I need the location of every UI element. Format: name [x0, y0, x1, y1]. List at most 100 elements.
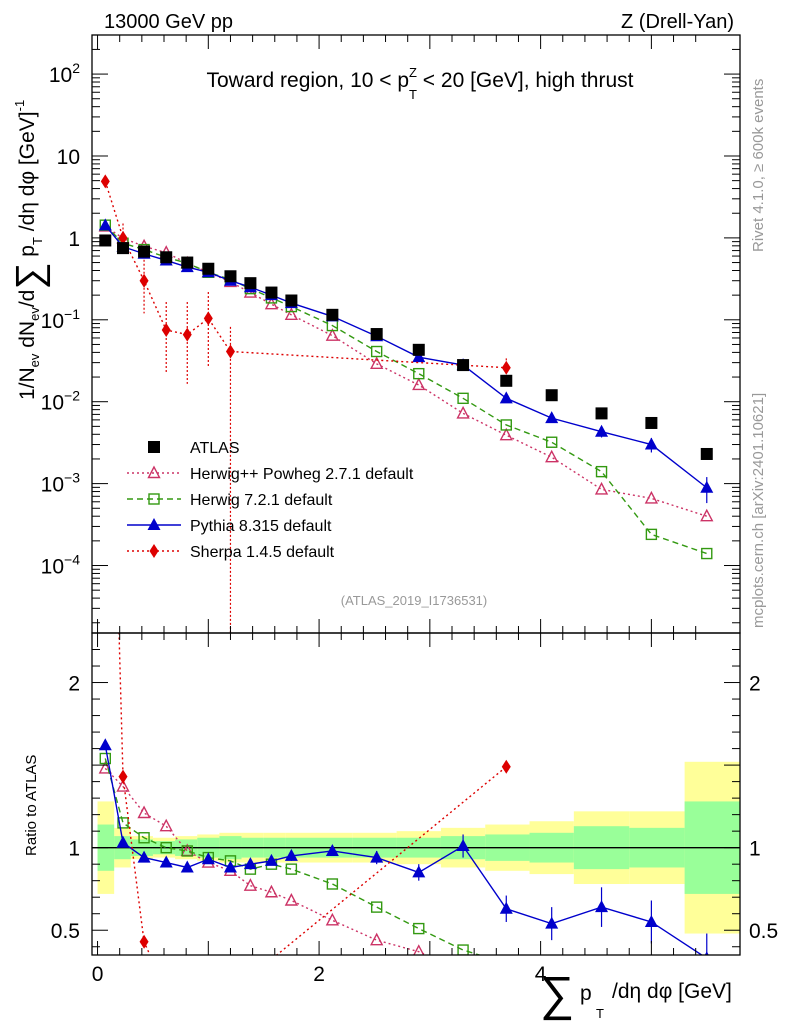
point-herwig-0	[370, 356, 384, 370]
ratio-point-herwig-0	[159, 818, 173, 832]
x-tick-label: 2	[313, 963, 325, 986]
point-herwig-1	[413, 367, 425, 380]
ratio-uncertainty-bands	[92, 761, 740, 934]
point-sherpa-3	[161, 323, 171, 338]
rivet-version-text: Rivet 4.1.0, ≥ 600k events	[750, 79, 767, 252]
y-tick-label: 10−2	[41, 388, 81, 415]
ratio-point-sherpa-3	[162, 984, 171, 998]
ratio-point-herwig-0	[284, 892, 299, 906]
y-tick-label: 1	[68, 228, 80, 251]
point-herwig-1	[370, 345, 383, 358]
atlas-data-point	[370, 328, 383, 341]
ratio-point-herwig-0	[370, 932, 384, 946]
ratio-point-sherpa-3	[204, 965, 213, 979]
ratio-point-pythia-2	[201, 852, 215, 865]
point-herwig-0	[594, 481, 609, 495]
svg-text:p: p	[580, 982, 592, 1005]
header-energy: 13000 GeV pp	[104, 11, 233, 33]
atlas-data-point	[160, 251, 173, 264]
ratio-point-herwig-1	[285, 863, 298, 875]
atlas-data-point	[138, 245, 151, 258]
legend-marker	[148, 493, 160, 505]
ratio-point-pythia-2	[644, 914, 658, 927]
atlas-data-point	[244, 277, 257, 290]
ratio-point-herwig-0	[243, 878, 258, 891]
point-herwig-0	[456, 405, 470, 419]
point-herwig-1	[701, 547, 713, 560]
point-herwig-0	[700, 508, 714, 522]
ratio-point-pythia-2	[456, 839, 470, 852]
ratio-point-pythia-2	[412, 865, 426, 878]
legend-marker	[147, 465, 161, 479]
point-herwig-0	[644, 490, 659, 504]
ratio-point-herwig-1	[501, 958, 511, 968]
atlas-data-point	[545, 389, 558, 402]
ratio-point-herwig-0	[116, 779, 130, 792]
atlas-data-point	[457, 359, 470, 372]
ratio-point-pythia-2	[499, 901, 513, 914]
ratio-point-sherpa-3	[139, 934, 149, 949]
ratio-point-herwig-0	[325, 912, 340, 926]
ratio-tick-label-left: 1	[68, 838, 80, 861]
ratio-point-pythia-2	[98, 738, 112, 751]
ratio-point-herwig-0	[501, 970, 512, 981]
ratio-point-sherpa-3	[101, 131, 110, 145]
ratio-tick-label-left: 2	[68, 673, 80, 696]
ratio-point-herwig-1	[370, 901, 383, 913]
legend-entry: Pythia 8.315 default	[127, 518, 332, 535]
point-herwig-0	[412, 377, 426, 391]
svg-text:∑: ∑	[540, 968, 574, 1021]
y-tick-label: 10	[57, 146, 80, 169]
ratio-point-herwig-0	[596, 987, 607, 998]
legend-entry: ATLAS	[148, 440, 240, 457]
legend-label: Pythia 8.315 default	[190, 518, 332, 535]
ratio-point-pythia-2	[545, 916, 559, 929]
x-tick-label: 0	[92, 963, 104, 986]
ratio-point-herwig-1	[117, 817, 129, 829]
point-herwig-1	[595, 465, 608, 478]
ratio-point-pythia-2	[223, 860, 237, 873]
atlas-data-point	[202, 262, 215, 275]
atlas-data-point	[224, 270, 237, 283]
legend: ATLAS Herwig++ Powheg 2.7.1 default Herwig…	[127, 440, 414, 561]
ratio-point-herwig-1	[597, 975, 607, 985]
atlas-data-point	[700, 447, 713, 460]
point-herwig-1	[457, 392, 469, 405]
legend-label: Herwig++ Powheg 2.7.1 default	[190, 466, 414, 483]
ratio-point-herwig-1	[413, 922, 425, 935]
ratio-point-pythia-2	[180, 860, 194, 873]
main-panel-series	[98, 174, 714, 633]
legend-label: Herwig 7.2.1 default	[190, 492, 333, 509]
point-pythia-2	[644, 437, 658, 450]
y-tick-label: 10−4	[41, 552, 81, 579]
svg-text:/dη dφ [GeV]: /dη dφ [GeV]	[612, 980, 732, 1003]
atlas-data-point	[500, 374, 513, 387]
line-sherpa-3	[104, 181, 507, 369]
point-pythia-2	[545, 411, 559, 424]
x-tick-label: 4	[535, 963, 547, 986]
point-pythia-2	[700, 480, 714, 493]
legend-entry: Herwig 7.2.1 default	[127, 492, 333, 509]
atlas-data-point	[265, 286, 278, 299]
legend-marker	[149, 544, 159, 558]
ratio-point-pythia-2	[159, 855, 173, 868]
y-axis-label: 1/Nev dNev/d∑ pT /dη dφ [GeV]-1	[9, 100, 51, 400]
ratio-point-herwig-0	[413, 944, 425, 955]
ratio-panel-series	[98, 131, 709, 998]
point-herwig-0	[284, 307, 299, 321]
y-tick-label: 10−3	[41, 470, 81, 497]
atlas-data-point	[645, 416, 658, 429]
ratio-point-pythia-2	[243, 857, 257, 870]
atlas-data-point	[412, 343, 425, 356]
ratio-point-pythia-2	[264, 853, 278, 866]
ratio-point-herwig-1	[160, 841, 172, 854]
ratio-tick-label-right: 1	[749, 838, 761, 861]
atlas-data-point	[181, 256, 194, 269]
point-pythia-2	[595, 424, 609, 437]
mcplots-credit-text: mcplots.cern.ch [arXiv:2401.10621]	[750, 393, 767, 628]
point-herwig-0	[545, 449, 559, 463]
ratio-point-sherpa-3	[118, 769, 128, 784]
ratio-tick-label-left: 0.5	[51, 920, 80, 943]
point-herwig-0	[325, 328, 340, 341]
ratio-point-herwig-1	[457, 944, 469, 955]
